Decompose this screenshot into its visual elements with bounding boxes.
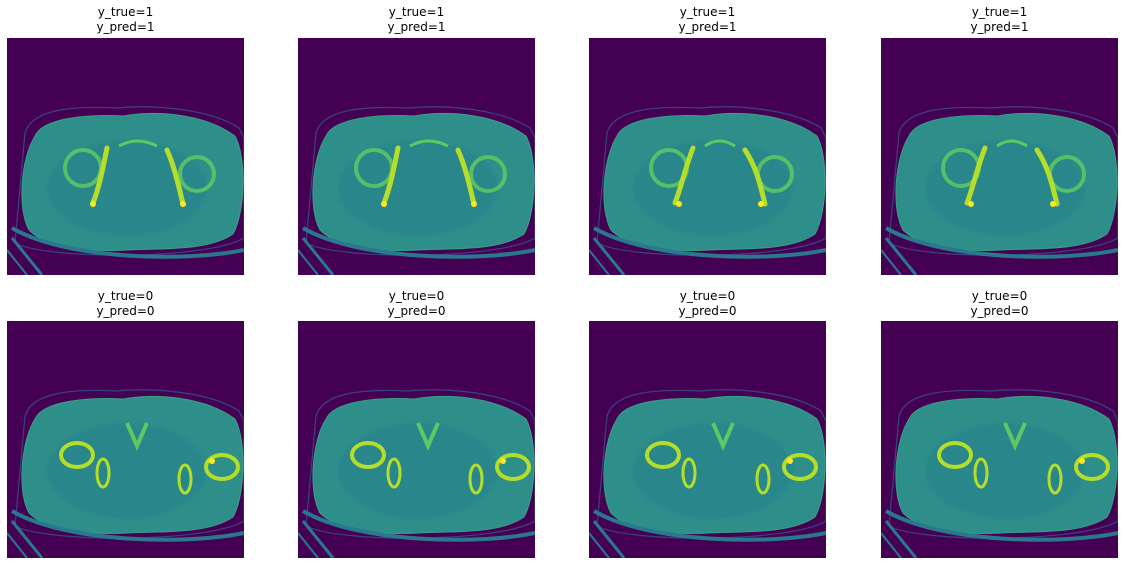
- y-true-label: y_true=0: [388, 289, 445, 303]
- ct-scan-image: [298, 321, 535, 558]
- panel-title: y_true=0 y_pred=0: [589, 289, 826, 319]
- y-pred-label: y_pred=0: [678, 304, 737, 318]
- ct-slice-graphic: [881, 321, 1118, 558]
- ct-scan-image: [589, 321, 826, 558]
- ct-slice-graphic: [881, 38, 1118, 275]
- ct-slice-graphic: [589, 38, 826, 275]
- ct-slice-graphic: [298, 38, 535, 275]
- panel-title: y_true=0 y_pred=0: [298, 289, 535, 319]
- panel-title: y_true=0 y_pred=0: [881, 289, 1118, 319]
- ct-scan-image: [298, 38, 535, 275]
- y-true-label: y_true=1: [97, 5, 154, 19]
- ct-slice-graphic: [298, 321, 535, 558]
- y-true-label: y_true=1: [388, 5, 445, 19]
- y-true-label: y_true=0: [971, 289, 1028, 303]
- ct-slice-graphic: [7, 38, 244, 275]
- y-pred-label: y_pred=0: [970, 304, 1029, 318]
- y-true-label: y_true=1: [971, 5, 1028, 19]
- ct-scan-image: [589, 38, 826, 275]
- panel-title: y_true=1 y_pred=1: [881, 5, 1118, 35]
- ct-slice-graphic: [7, 321, 244, 558]
- ct-scan-image: [7, 38, 244, 275]
- y-pred-label: y_pred=1: [96, 20, 155, 34]
- y-pred-label: y_pred=1: [387, 20, 446, 34]
- ct-scan-image: [881, 38, 1118, 275]
- panel-title: y_true=1 y_pred=1: [7, 5, 244, 35]
- y-pred-label: y_pred=0: [96, 304, 155, 318]
- ct-scan-image: [7, 321, 244, 558]
- ct-scan-image: [881, 321, 1118, 558]
- y-true-label: y_true=1: [679, 5, 736, 19]
- y-true-label: y_true=0: [97, 289, 154, 303]
- panel-title: y_true=1 y_pred=1: [589, 5, 826, 35]
- y-pred-label: y_pred=0: [387, 304, 446, 318]
- ct-slice-graphic: [589, 321, 826, 558]
- y-pred-label: y_pred=1: [678, 20, 737, 34]
- y-true-label: y_true=0: [679, 289, 736, 303]
- y-pred-label: y_pred=1: [970, 20, 1029, 34]
- panel-title: y_true=1 y_pred=1: [298, 5, 535, 35]
- panel-title: y_true=0 y_pred=0: [7, 289, 244, 319]
